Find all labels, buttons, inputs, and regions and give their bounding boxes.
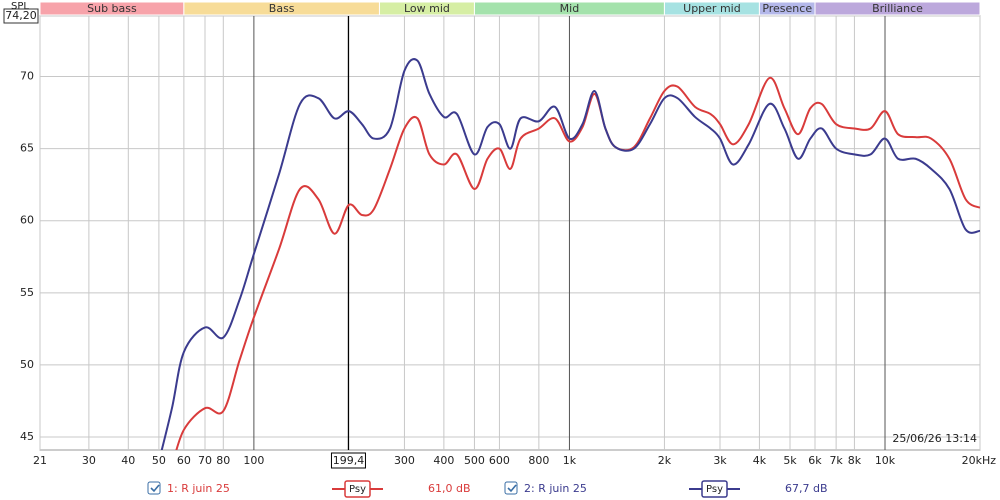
series-line [160, 58, 980, 450]
band-label: Mid [560, 2, 580, 15]
timestamp: 25/06/26 13:14 [892, 432, 977, 445]
x-tick-label: 8k [848, 454, 862, 467]
plot-lines [160, 58, 980, 450]
x-tick-label: 80 [216, 454, 230, 467]
band-label: Sub bass [87, 2, 137, 15]
x-tick-label: 4k [753, 454, 767, 467]
x-tick-label: 7k [829, 454, 843, 467]
band-label: Upper mid [683, 2, 741, 15]
smoothing-label: Psy [349, 484, 366, 495]
x-tick-label: 21 [33, 454, 47, 467]
legend-name: 2: R juin 25 [524, 482, 587, 495]
y-top-box [3, 8, 39, 24]
legend-name: 1: R juin 25 [167, 482, 230, 495]
y-tick-label: 60 [20, 214, 34, 227]
x-tick-label: 400 [433, 454, 454, 467]
cursor-label: 199,4 [333, 454, 365, 467]
cursor-value: 61,0 dB [428, 482, 471, 495]
x-tick-label: 10k [875, 454, 896, 467]
band-label: Bass [269, 2, 295, 15]
checkmark [150, 484, 160, 493]
band-label: Brilliance [872, 2, 923, 15]
x-tick-label: 3k [713, 454, 727, 467]
y-tick-label: 45 [20, 430, 34, 443]
smoothing-label: Psy [706, 484, 723, 495]
y-tick-label: 74,20 [5, 9, 37, 22]
legend-checkbox[interactable] [504, 481, 518, 495]
x-tick-label: 500 [464, 454, 485, 467]
band-label: Presence [762, 2, 812, 15]
series-line [175, 76, 980, 450]
band [814, 1, 981, 16]
x-tick-label: 60 [177, 454, 191, 467]
smoothing-box [701, 480, 728, 498]
y-tick-label: 50 [20, 358, 34, 371]
plot-area [39, 15, 981, 451]
band-label: Low mid [404, 2, 450, 15]
x-tick-label: 30 [82, 454, 96, 467]
x-tick-label: 1k [563, 454, 577, 467]
x-tick-label: 50 [152, 454, 166, 467]
x-tick-label: 40 [121, 454, 135, 467]
x-tick-label: 5k [783, 454, 797, 467]
y-tick-label: 65 [20, 142, 34, 155]
x-tick-label: 800 [528, 454, 549, 467]
smoothing-box [344, 480, 371, 498]
checkmark [507, 484, 517, 493]
x-tick-label: 600 [489, 454, 510, 467]
x-tick-label: 100 [243, 454, 264, 467]
cursor-box [330, 452, 366, 469]
y-axis-label: SPL [11, 1, 29, 12]
y-tick-label: 70 [20, 70, 34, 83]
x-tick-label: 300 [394, 454, 415, 467]
x-tick-label: 2k [658, 454, 672, 467]
cursor-value: 67,7 dB [785, 482, 828, 495]
x-tick-label: 70 [198, 454, 212, 467]
x-tick-label: 20kHz [962, 454, 997, 467]
legend-checkbox[interactable] [147, 481, 161, 495]
y-tick-label: 55 [20, 286, 34, 299]
x-tick-label: 6k [808, 454, 822, 467]
